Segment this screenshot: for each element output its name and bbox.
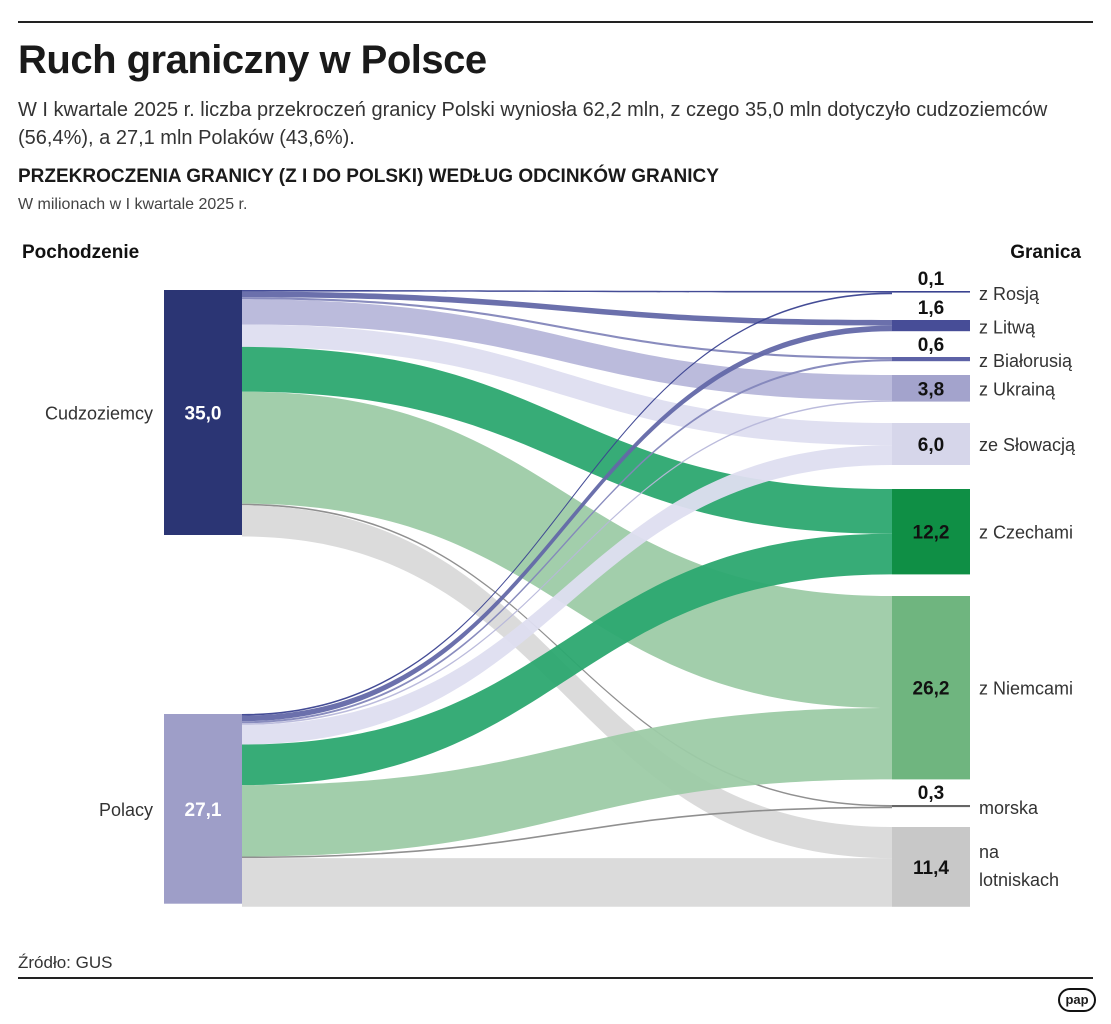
target-name-label: z Niemcami (979, 679, 1073, 699)
flow-polacy-6 (242, 708, 892, 857)
source-value-label: 27,1 (185, 800, 222, 821)
source-name-label: Polacy (99, 800, 153, 820)
target-value-label: 12,2 (913, 523, 950, 544)
source-note: Źródło: GUS (18, 953, 113, 972)
target-value-label: 11,4 (913, 858, 949, 879)
target-value-label: 3,8 (918, 379, 944, 400)
flow-polacy-7 (242, 806, 892, 859)
target-name-label: z Litwą (979, 318, 1036, 338)
target-name-label: z Rosją (979, 284, 1040, 304)
source-value-label: 35,0 (185, 404, 222, 425)
target-node-2 (892, 357, 970, 362)
target-value-label: 26,2 (913, 679, 950, 700)
chart-subtitle: W milionach w I kwartale 2025 r. (18, 196, 248, 213)
flow-cudzoziemcy-1 (242, 291, 892, 326)
target-value-label: 0,3 (918, 783, 944, 804)
flow-polacy-1 (242, 325, 892, 722)
target-node-4 (892, 423, 970, 465)
flow-cudzoziemcy-4 (242, 324, 892, 446)
flow-cudzoziemcy-3 (242, 299, 892, 401)
flow-polacy-0 (242, 292, 892, 716)
flow-polacy-2 (242, 359, 892, 724)
bottom-rule (18, 977, 1093, 979)
top-rule (18, 21, 1093, 23)
target-value-label: 0,1 (918, 269, 945, 290)
flow-cudzoziemcy-8 (242, 505, 892, 859)
flows (242, 290, 892, 907)
target-name-label: z Białorusią (979, 351, 1073, 371)
chart-title: PRZEKROCZENIA GRANICY (Z I DO POLSKI) WE… (18, 166, 719, 187)
flow-cudzoziemcy-0 (242, 290, 892, 293)
flow-polacy-5 (242, 533, 892, 786)
flow-cudzoziemcy-2 (242, 297, 892, 360)
subtitle: W I kwartale 2025 r. liczba przekroczeń … (18, 99, 1048, 149)
target-value-label: 6,0 (918, 435, 944, 456)
flow-polacy-3 (242, 400, 892, 725)
target-name-label: lotniskach (979, 870, 1059, 890)
source-node-1 (164, 714, 242, 904)
target-node-6 (892, 596, 970, 780)
target-node-7 (892, 805, 970, 808)
target-node-0 (892, 291, 970, 293)
right-header: Granica (1010, 242, 1081, 263)
target-value-label: 0,6 (918, 335, 944, 356)
target-name-label: na (979, 842, 1000, 862)
page-title: Ruch graniczny w Polsce (18, 38, 487, 82)
flow-polacy-8 (242, 858, 892, 907)
target-node-5 (892, 489, 970, 575)
source-node-0 (164, 290, 242, 535)
flow-polacy-4 (242, 445, 892, 745)
target-node-1 (892, 320, 970, 332)
target-name-label: z Ukrainą (979, 379, 1056, 399)
target-value-label: 1,6 (918, 298, 944, 319)
target-node-8 (892, 827, 970, 907)
target-node-3 (892, 375, 970, 402)
target-name-label: ze Słowacją (979, 435, 1076, 455)
pap-logo: pap (1058, 988, 1096, 1012)
target-name-label: z Czechami (979, 523, 1073, 543)
target-name-label: morska (979, 798, 1039, 818)
source-name-label: Cudzoziemcy (45, 404, 153, 424)
flow-cudzoziemcy-6 (242, 391, 892, 708)
left-header: Pochodzenie (22, 242, 139, 263)
